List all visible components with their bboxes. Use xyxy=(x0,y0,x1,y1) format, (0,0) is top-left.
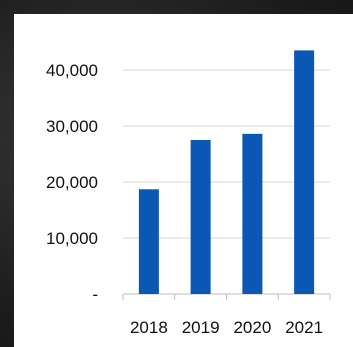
x-tick-label-2018: 2018 xyxy=(130,318,168,337)
bar-2019 xyxy=(190,140,211,294)
bar-2020 xyxy=(242,133,263,294)
x-tick-label-2021: 2021 xyxy=(285,318,323,337)
y-tick-label-0: - xyxy=(92,285,98,304)
x-axis-labels: 2018 2019 2020 2021 xyxy=(130,318,323,337)
x-tick-label-2020: 2020 xyxy=(233,318,271,337)
x-axis xyxy=(122,293,331,300)
y-tick-label-1: 10,000 xyxy=(46,229,98,248)
bars xyxy=(138,50,315,295)
bar-2018 xyxy=(138,189,159,294)
y-tick-label-4: 40,000 xyxy=(46,61,98,80)
bar-2021 xyxy=(294,50,315,295)
x-tick-label-2019: 2019 xyxy=(182,318,220,337)
y-tick-label-3: 30,000 xyxy=(46,117,98,136)
y-axis-labels: - 10,000 20,000 30,000 40,000 xyxy=(46,61,98,304)
y-tick-label-2: 20,000 xyxy=(46,173,98,192)
